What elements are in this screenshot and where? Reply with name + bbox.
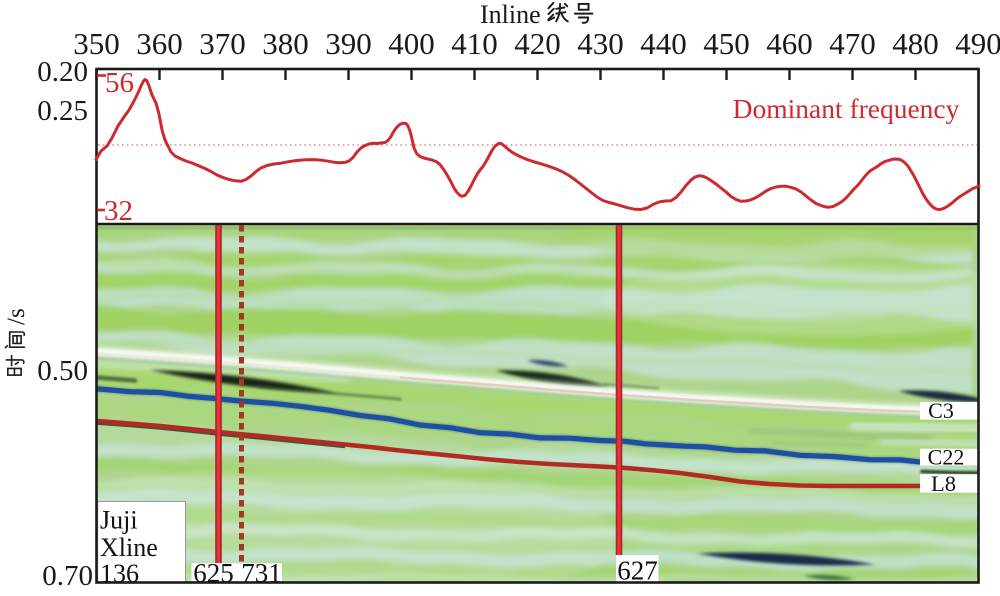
svg-text:56: 56 bbox=[105, 67, 134, 99]
svg-text:430: 430 bbox=[577, 26, 624, 61]
svg-text:490: 490 bbox=[955, 26, 1000, 61]
svg-text:L8: L8 bbox=[931, 471, 956, 496]
svg-text:32: 32 bbox=[104, 195, 133, 227]
svg-text:450: 450 bbox=[703, 26, 750, 61]
svg-text:Inline: Inline bbox=[480, 0, 541, 29]
svg-text:0.20: 0.20 bbox=[37, 56, 88, 88]
svg-text:370: 370 bbox=[199, 26, 246, 61]
svg-text:390: 390 bbox=[325, 26, 372, 61]
svg-text:0.25: 0.25 bbox=[37, 95, 88, 127]
svg-text:350: 350 bbox=[73, 26, 120, 61]
svg-text:0.50: 0.50 bbox=[37, 355, 88, 387]
svg-text:440: 440 bbox=[640, 26, 687, 61]
svg-text:C3: C3 bbox=[928, 398, 954, 423]
svg-text:627: 627 bbox=[617, 556, 658, 586]
svg-text:400: 400 bbox=[388, 26, 435, 61]
svg-text:410: 410 bbox=[451, 26, 498, 61]
svg-text:0.70: 0.70 bbox=[42, 560, 93, 592]
svg-text:360: 360 bbox=[136, 26, 183, 61]
svg-text:Juji: Juji bbox=[100, 506, 138, 535]
svg-text:480: 480 bbox=[892, 26, 939, 61]
svg-text:460: 460 bbox=[766, 26, 813, 61]
svg-text:420: 420 bbox=[514, 26, 561, 61]
svg-text:C22: C22 bbox=[928, 445, 965, 470]
svg-text:/s: /s bbox=[3, 308, 30, 325]
svg-text:470: 470 bbox=[829, 26, 876, 61]
svg-text:Dominant frequency: Dominant frequency bbox=[733, 93, 960, 124]
svg-text:380: 380 bbox=[262, 26, 309, 61]
svg-text:Xline: Xline bbox=[100, 533, 158, 562]
